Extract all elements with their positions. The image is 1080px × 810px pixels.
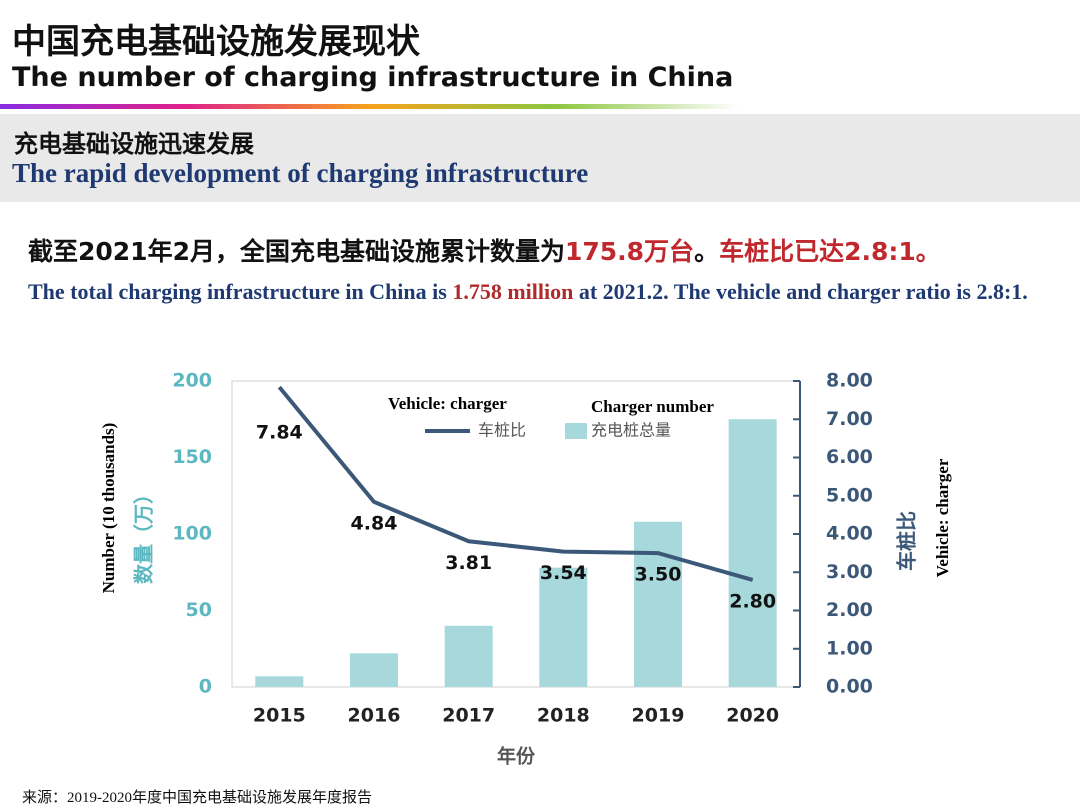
section-title: 充电基础设施迅速发展: [14, 130, 254, 158]
section-title-en: The rapid development of charging infras…: [12, 158, 589, 188]
y-axis-title-en: Number (10 thousands): [99, 423, 118, 594]
data-label: 2.80: [729, 590, 776, 612]
bar: [539, 567, 588, 687]
y-tick-label: 50: [186, 599, 212, 621]
data-label: 3.54: [540, 562, 587, 584]
y2-tick-label: 2.00: [826, 599, 873, 621]
x-tick-label: 2018: [537, 705, 590, 727]
statement-segment: 。: [694, 237, 720, 266]
statement-segment: 175.8万台: [564, 237, 695, 266]
data-label: 4.84: [351, 512, 398, 534]
source: 来源：2019-2020年度中国充电基础设施发展年度报告: [22, 790, 372, 806]
x-axis-title: 年份: [497, 745, 536, 768]
bar: [728, 419, 777, 687]
statement-segment: at 2021.2. The vehicle and charger ratio…: [573, 279, 1028, 304]
data-label: 7.84: [256, 422, 303, 444]
bar: [255, 676, 304, 687]
y2-tick-label: 4.00: [826, 523, 873, 545]
legend-swatch: [565, 423, 587, 439]
legend-label-en: Vehicle: charger: [388, 394, 507, 413]
x-tick-label: 2016: [348, 705, 401, 727]
data-label: 3.50: [635, 564, 682, 586]
x-tick-label: 2015: [253, 705, 306, 727]
x-tick-label: 2019: [632, 705, 685, 727]
y2-tick-label: 8.00: [826, 370, 873, 392]
section-box: [0, 114, 1080, 202]
bar: [350, 653, 398, 687]
y2-tick-label: 7.00: [826, 408, 873, 430]
statement-segment: The total charging infrastructure in Chi…: [28, 279, 453, 304]
title: 中国充电基础设施发展现状: [12, 22, 420, 62]
statement-en: The total charging infrastructure in Chi…: [28, 276, 1028, 308]
y2-axis-title: 车桩比: [895, 511, 919, 571]
y2-tick-label: 0.00: [826, 676, 873, 698]
x-tick-label: 2017: [442, 705, 495, 727]
statement-segment: 车桩比已达2.8:1。: [719, 237, 941, 266]
line: [277, 385, 754, 582]
chart: 0 50 100 150 200 0.00 1.00 2.00 3.00 4.00 5.00 6.00…: [99, 370, 952, 768]
bar: [634, 521, 682, 687]
y2-tick-label: 6.00: [826, 446, 873, 468]
statement-zh: 截至2021年2月，全国充电基础设施累计数量为175.8万台。车桩比已达2.8:…: [28, 232, 941, 268]
legend-label: 充电桩总量: [591, 421, 671, 440]
title-en: The number of charging infrastructure in…: [12, 62, 734, 93]
y-axis-title: 数量（万）: [132, 484, 156, 584]
y2-tick-label: 3.00: [826, 561, 873, 583]
y2-tick-label: 1.00: [826, 637, 873, 659]
y-tick-label: 0: [199, 676, 212, 698]
y-tick-label: 200: [172, 370, 212, 392]
y-tick-label: 150: [172, 446, 212, 468]
bar: [444, 625, 493, 687]
data-label: 3.81: [445, 552, 492, 574]
statement-segment: 1.758 million: [452, 279, 574, 304]
legend-label-en: Charger number: [591, 397, 714, 416]
y2-tick-label: 5.00: [826, 484, 873, 506]
x-tick-label: 2020: [726, 705, 779, 727]
y2-axis-title-en: Vehicle: charger: [933, 458, 952, 577]
statement-segment: 截至2021年2月，全国充电基础设施累计数量为: [28, 237, 565, 266]
rainbow-rule: [0, 104, 740, 109]
y-tick-label: 100: [172, 523, 212, 545]
legend-label: 车桩比: [478, 421, 526, 440]
